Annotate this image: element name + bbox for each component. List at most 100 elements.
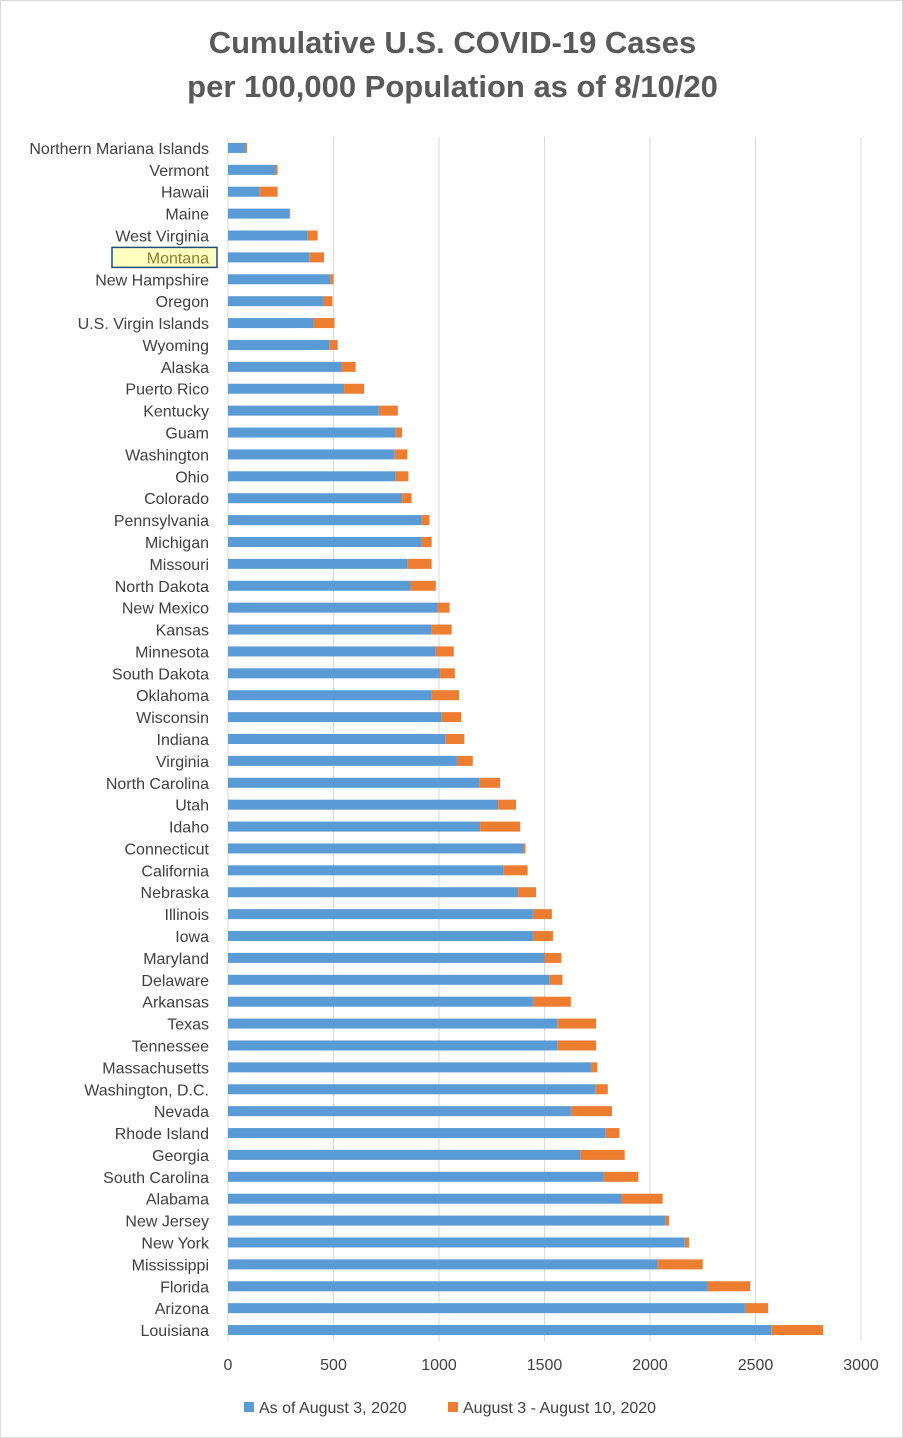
category-label: Florida [160,1279,209,1296]
bar-aug-3-to-aug-10 [421,515,430,526]
bar-aug-3-to-aug-10 [479,777,501,788]
category-label: West Virginia [115,229,209,246]
bar-aug-3-to-aug-10 [421,536,432,547]
category-label: Maryland [143,951,209,968]
bar-as-of-aug-3 [228,843,524,854]
bar-as-of-aug-3 [228,1325,772,1336]
x-tick-label: 2500 [738,1357,774,1374]
bar-as-of-aug-3 [228,646,436,657]
bar-as-of-aug-3 [228,952,545,963]
bar-aug-3-to-aug-10 [480,821,521,832]
bar-as-of-aug-3 [228,536,422,547]
bar-as-of-aug-3 [228,668,441,679]
bar-as-of-aug-3 [228,1171,604,1182]
bar-as-of-aug-3 [228,1106,571,1117]
bar-as-of-aug-3 [228,1237,685,1248]
category-label: Maine [165,207,209,224]
bar-as-of-aug-3 [228,405,379,416]
category-label: Ohio [175,469,209,486]
category-label: Washington [125,447,209,464]
bar-aug-3-to-aug-10 [395,471,409,482]
category-label: Vermont [149,163,209,180]
bar-as-of-aug-3 [228,974,550,985]
bar-as-of-aug-3 [228,734,446,744]
bar-as-of-aug-3 [228,1281,707,1292]
category-label: Arizona [155,1301,209,1318]
legend-label: August 3 - August 10, 2020 [463,1400,656,1417]
bar-aug-3-to-aug-10 [259,186,278,197]
bar-aug-3-to-aug-10 [771,1325,824,1336]
bar-aug-3-to-aug-10 [309,252,325,263]
bar-as-of-aug-3 [228,1149,581,1160]
bar-aug-3-to-aug-10 [549,974,563,985]
bar-aug-3-to-aug-10 [456,755,473,766]
x-tick-label: 3000 [843,1357,879,1374]
highlight-box [111,246,218,269]
category-label: Arkansas [142,995,209,1012]
category-label: North Dakota [115,579,209,596]
bar-as-of-aug-3 [228,274,331,285]
bar-aug-3-to-aug-10 [313,318,335,329]
bar-aug-3-to-aug-10 [440,668,455,679]
category-label: California [141,863,209,880]
category-label: Alaska [161,360,209,377]
bar-as-of-aug-3 [228,821,481,832]
bar-as-of-aug-3 [228,471,396,482]
bar-as-of-aug-3 [228,1259,658,1270]
bar-aug-3-to-aug-10 [245,142,247,153]
bar-as-of-aug-3 [228,887,519,898]
category-label: New York [141,1235,210,1252]
bar-aug-3-to-aug-10 [532,931,553,942]
bar-aug-3-to-aug-10 [445,734,465,744]
bar-aug-3-to-aug-10 [523,843,526,854]
bar-aug-3-to-aug-10 [603,1171,639,1182]
bar-aug-3-to-aug-10 [402,493,412,504]
bar-aug-3-to-aug-10 [684,1237,690,1248]
bar-as-of-aug-3 [228,339,330,350]
category-label: New Mexico [122,601,209,618]
bar-aug-3-to-aug-10 [657,1259,703,1270]
bar-aug-3-to-aug-10 [744,1303,769,1314]
category-label: Rhode Island [115,1126,209,1143]
bar-as-of-aug-3 [228,186,260,197]
category-label: South Dakota [112,666,209,683]
bar-aug-3-to-aug-10 [394,449,408,460]
category-label: Georgia [152,1148,209,1165]
bar-as-of-aug-3 [228,602,438,613]
chart-title-line-2: per 100,000 Population as of 8/10/20 [187,69,718,104]
bar-aug-3-to-aug-10 [410,580,436,591]
category-label: Louisiana [141,1323,210,1340]
bar-aug-3-to-aug-10 [437,602,450,613]
bar-as-of-aug-3 [228,1062,591,1073]
category-label: Wyoming [142,338,209,355]
category-label: Michigan [145,535,209,552]
bar-aug-3-to-aug-10 [532,996,571,1007]
bar-aug-3-to-aug-10 [441,712,462,723]
bar-as-of-aug-3 [228,361,342,372]
x-tick-label: 1500 [527,1357,563,1374]
bar-aug-3-to-aug-10 [621,1193,663,1204]
bar-as-of-aug-3 [228,383,345,394]
bar-as-of-aug-3 [228,865,504,876]
category-label: South Carolina [103,1170,209,1187]
x-tick-label: 1000 [421,1357,457,1374]
category-label: Oklahoma [136,688,209,705]
bar-as-of-aug-3 [228,208,290,219]
x-tick-label: 500 [320,1357,347,1374]
category-label: Texas [167,1017,209,1034]
bar-aug-3-to-aug-10 [570,1106,613,1117]
bar-aug-3-to-aug-10 [580,1149,625,1160]
bar-as-of-aug-3 [228,799,499,810]
bar-aug-3-to-aug-10 [706,1281,751,1292]
bar-as-of-aug-3 [228,755,457,766]
bar-as-of-aug-3 [228,1018,558,1029]
legend-label: As of August 3, 2020 [259,1400,407,1417]
bar-aug-3-to-aug-10 [307,230,318,241]
bar-aug-3-to-aug-10 [407,558,432,569]
bar-aug-3-to-aug-10 [557,1018,597,1029]
category-label: U.S. Virgin Islands [78,316,209,333]
bar-as-of-aug-3 [228,252,310,263]
category-label: Missouri [149,557,209,574]
bar-aug-3-to-aug-10 [330,274,334,285]
